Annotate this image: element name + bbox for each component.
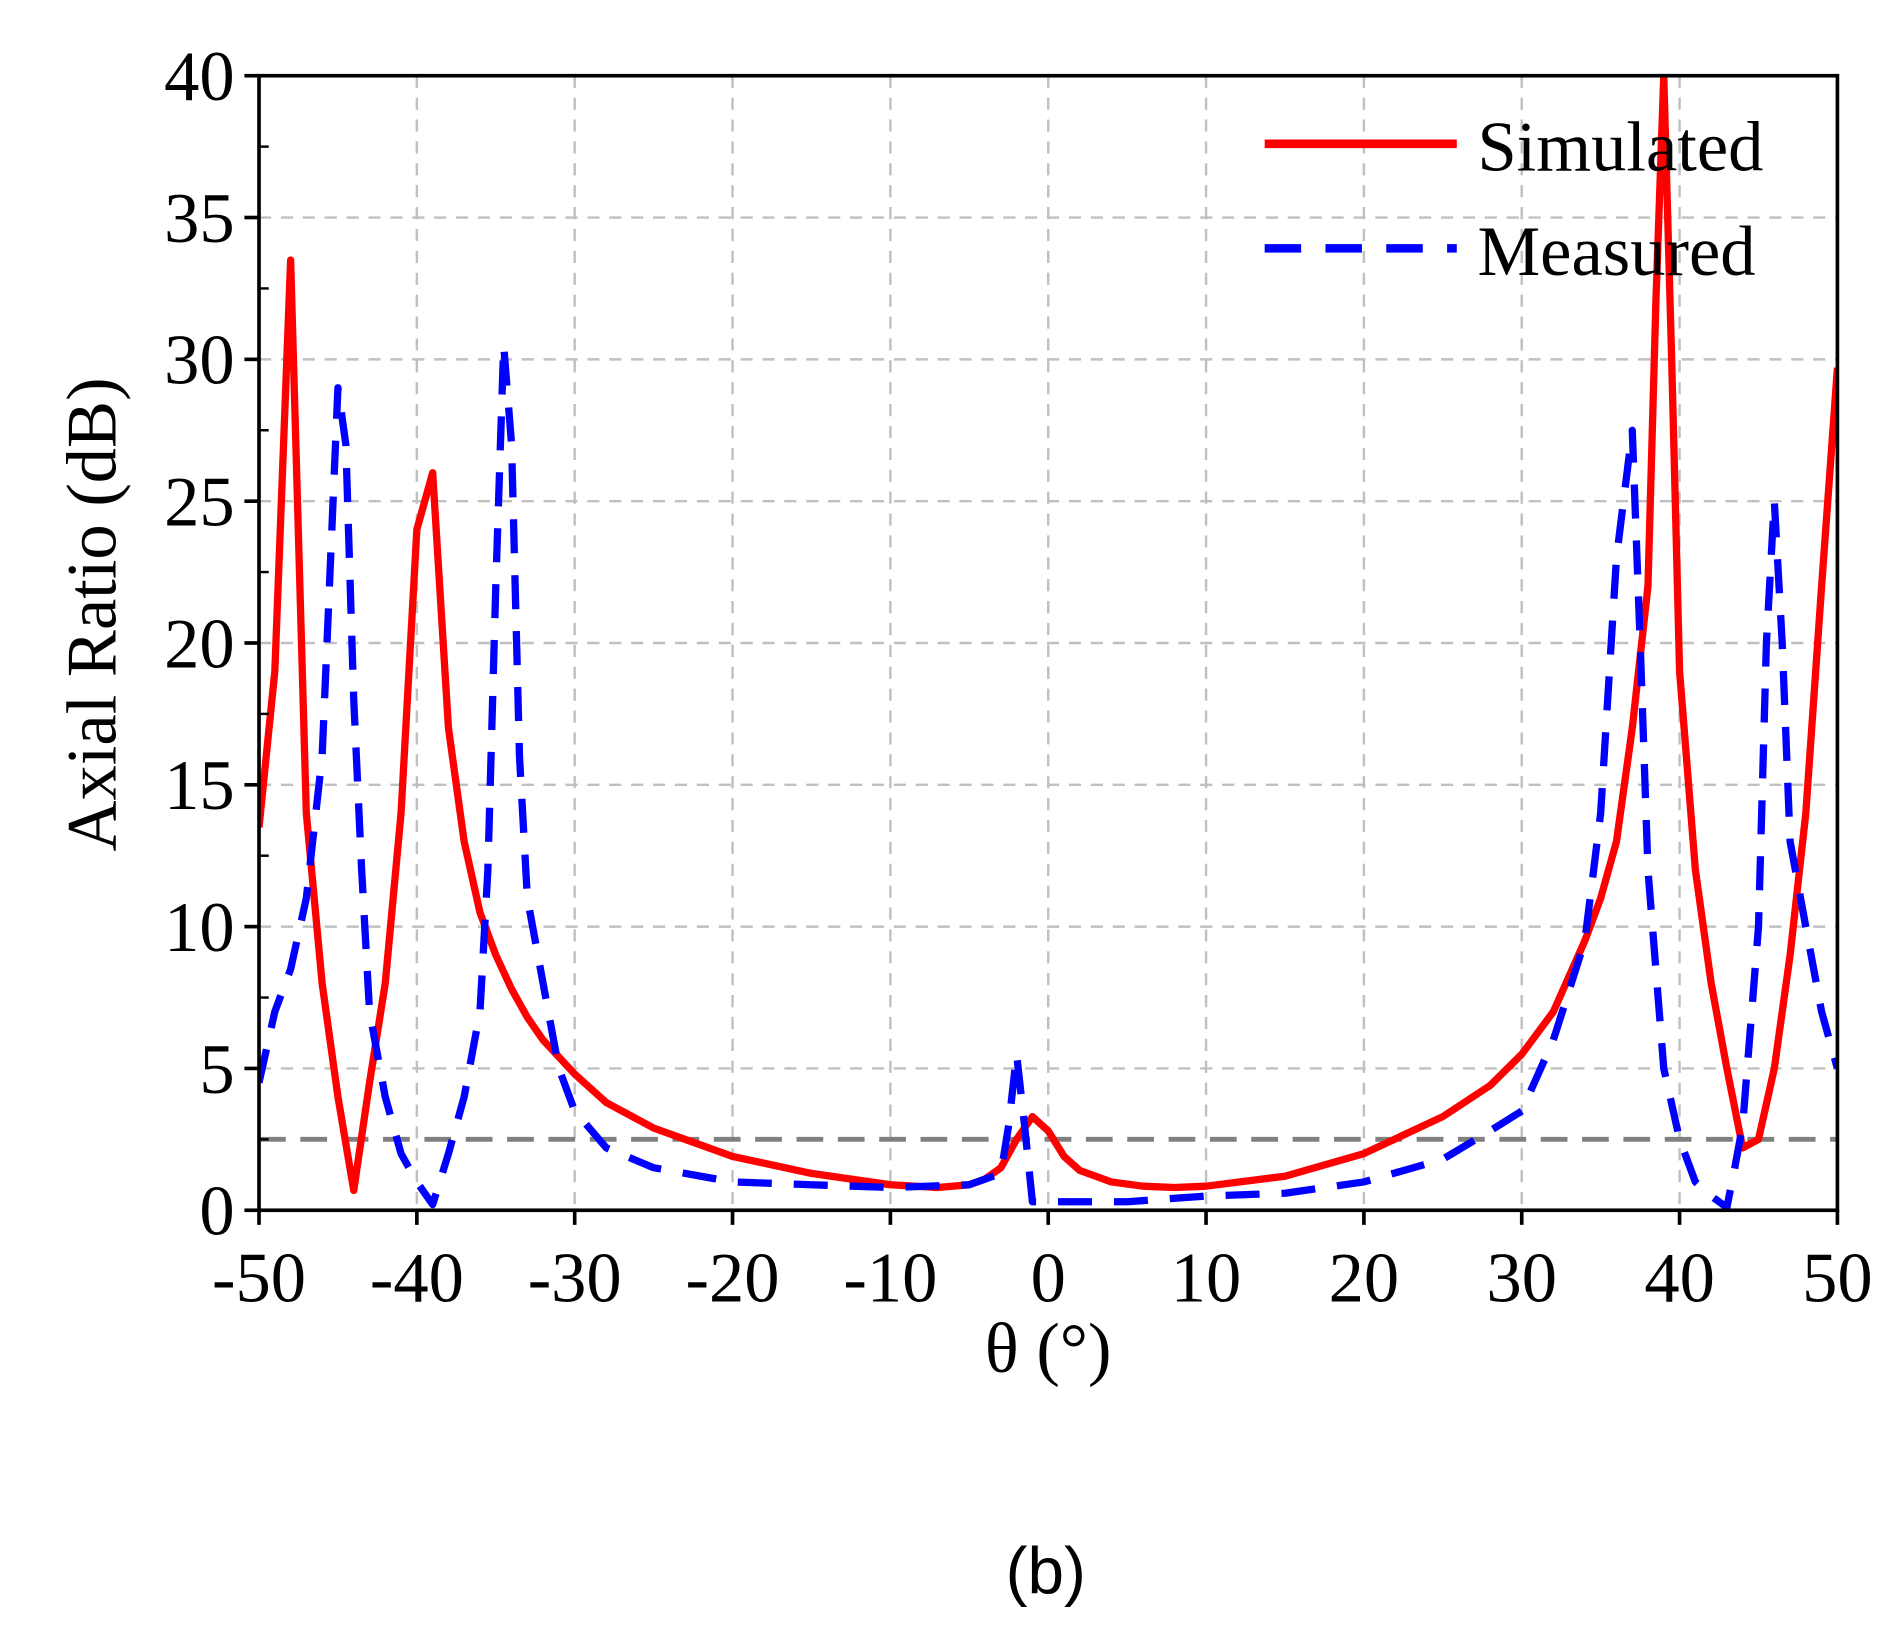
x-tick-label: 10 [1171,1239,1242,1317]
x-tick-label: 40 [1644,1239,1715,1317]
x-tick-label: -50 [212,1239,306,1317]
x-tick-label: -30 [528,1239,622,1317]
y-tick-label: 15 [164,747,235,825]
series-line-measured [259,341,1838,1211]
series-line-simulated [259,75,1838,1195]
grid-lines [259,75,1838,1211]
x-tick-label: 0 [1031,1239,1066,1317]
legend-label-measured: Measured [1477,213,1755,291]
axis-ticks [244,73,1840,1225]
legend-label-simulated: Simulated [1477,109,1763,187]
x-tick-labels: -50 -40 -30 -20 -10 0 10 20 30 40 50 [212,1239,1873,1317]
y-tick-labels: 0 5 10 15 20 25 30 35 40 [164,38,235,1251]
x-axis-label: θ (°) [985,1310,1112,1388]
x-tick-label: -40 [370,1239,464,1317]
y-tick-label: 5 [199,1031,234,1109]
y-tick-label: 30 [164,322,235,400]
y-tick-label: 0 [199,1173,234,1251]
y-tick-label: 35 [164,180,235,258]
y-tick-label: 20 [164,605,235,683]
y-tick-label: 10 [164,889,235,967]
x-tick-label: 30 [1486,1239,1557,1317]
legend: Simulated Measured [1264,109,1763,291]
series-group [259,75,1838,1211]
x-tick-label: 50 [1802,1239,1873,1317]
y-tick-label: 40 [164,38,235,116]
figure-caption: (b) [1006,1534,1086,1607]
x-tick-label: -10 [843,1239,937,1317]
x-tick-label: 20 [1329,1239,1400,1317]
y-axis-label: Axial Ratio (dB) [54,377,132,851]
x-tick-label: -20 [686,1239,780,1317]
y-tick-label: 25 [164,463,235,541]
